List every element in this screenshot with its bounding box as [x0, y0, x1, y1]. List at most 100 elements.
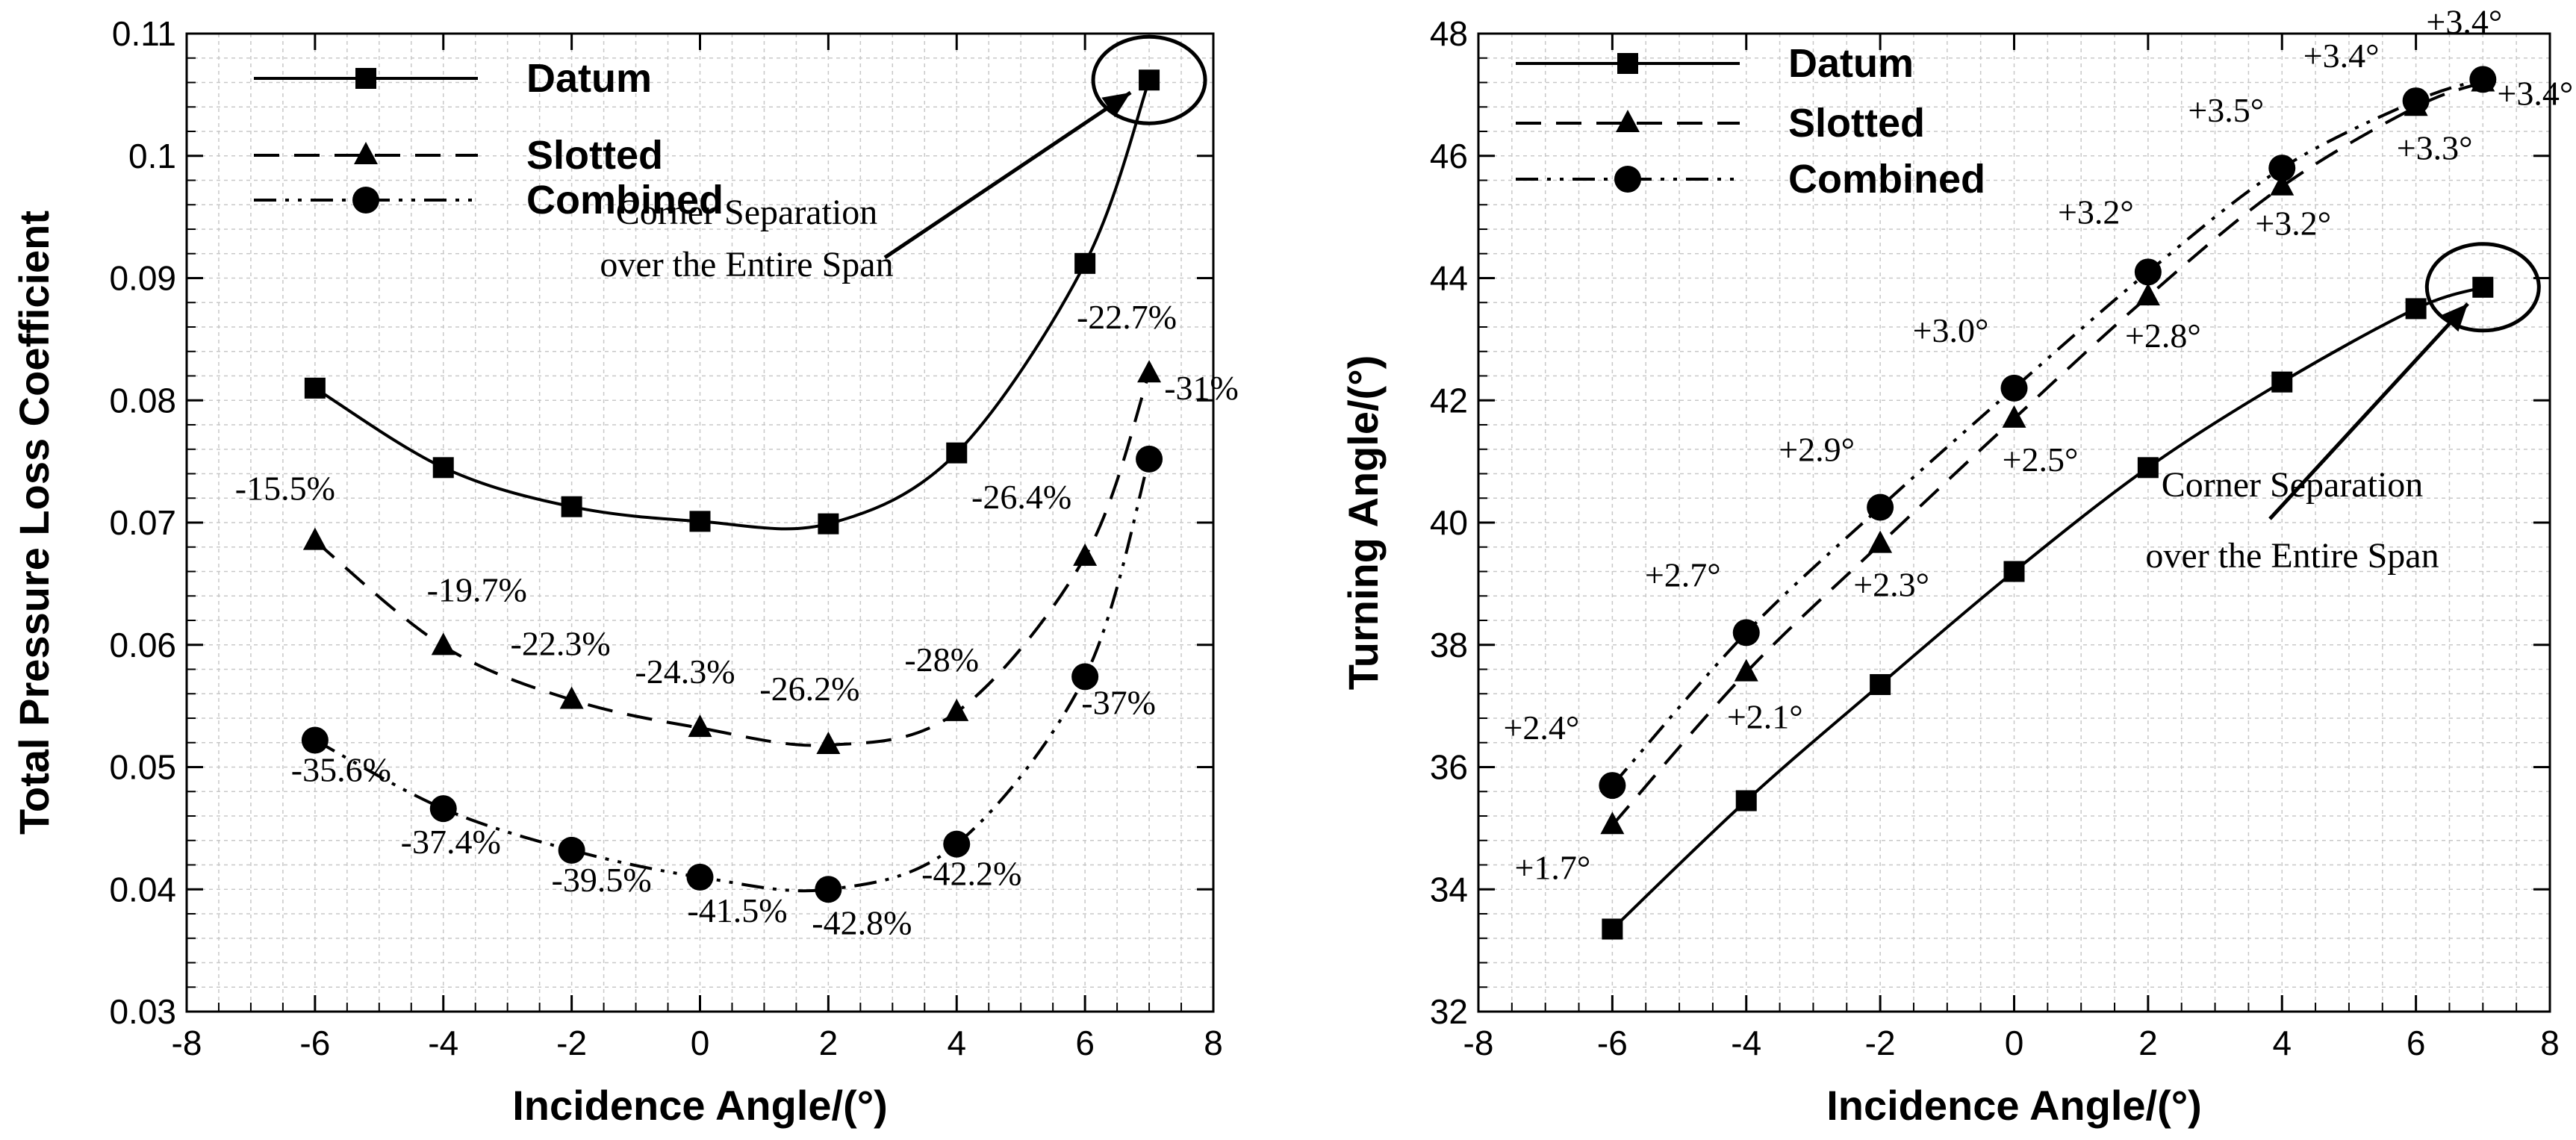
data-point-combined — [2268, 155, 2296, 182]
data-point-combined — [558, 836, 585, 864]
point-label: -37% — [1081, 683, 1156, 721]
series-datum — [304, 69, 1160, 535]
data-point-combined — [2134, 258, 2162, 286]
point-label: -41.5% — [687, 891, 787, 929]
x-tick-label: -4 — [428, 1024, 458, 1062]
point-label: -22.3% — [511, 624, 611, 662]
data-point-slotted — [2002, 405, 2026, 428]
data-point-datum — [2003, 561, 2025, 582]
point-label: +2.1° — [1727, 698, 1803, 736]
data-point-datum — [1602, 918, 1623, 940]
data-point-combined — [429, 795, 457, 823]
x-tick-label: 6 — [2407, 1024, 2426, 1062]
point-label: -42.2% — [921, 855, 1021, 893]
data-point-slotted — [945, 698, 969, 721]
series-combined — [1599, 66, 2497, 800]
y-tick-label: 0.04 — [109, 870, 176, 909]
data-point-slotted — [559, 686, 584, 709]
data-point-combined — [1071, 663, 1099, 691]
data-point-datum — [689, 511, 711, 532]
point-label: -31% — [1164, 369, 1239, 407]
annotation: Corner Separation over the Entire Span — [600, 34, 1207, 284]
x-tick-label: 4 — [947, 1024, 966, 1062]
data-point-datum — [561, 496, 582, 517]
legend-label-combined: Combined — [1788, 157, 1985, 202]
data-point-datum — [1870, 673, 1891, 695]
annotation-arrow-shaft — [2268, 302, 2469, 520]
point-label: -28% — [904, 641, 979, 679]
point-label: -37.4% — [401, 823, 501, 861]
legend-label-slotted: Slotted — [526, 133, 663, 178]
point-label: +3.2° — [2255, 205, 2331, 243]
y-tick-label: 40 — [1430, 503, 1468, 542]
x-tick-label: 6 — [1075, 1024, 1095, 1062]
point-label: +2.9° — [1779, 431, 1855, 469]
point-label: +1.7° — [1514, 848, 1590, 886]
y-tick-label: 38 — [1430, 626, 1468, 664]
x-tick-label: -2 — [1865, 1024, 1896, 1062]
point-label: -42.8% — [812, 903, 912, 941]
annotation-arrow-head — [2440, 303, 2468, 332]
point-label: +2.4° — [1503, 708, 1579, 747]
y-tick-label: 46 — [1430, 137, 1468, 175]
x-tick-label: 2 — [819, 1024, 839, 1062]
annotation-arrow-shaft — [883, 90, 1132, 260]
y-tick-label: 32 — [1430, 992, 1468, 1031]
annotation: Corner Separation over the Entire Span — [2145, 242, 2541, 576]
x-tick-label: 8 — [2540, 1024, 2560, 1062]
data-point-combined — [2000, 374, 2028, 402]
data-point-datum — [304, 377, 326, 399]
point-label: +3.4° — [2497, 75, 2573, 113]
data-point-datum — [1735, 790, 1757, 812]
y-tick-label: 44 — [1430, 259, 1468, 298]
legend-label-datum: Datum — [1788, 41, 1914, 86]
legend-marker-slotted — [1616, 110, 1640, 132]
legend-marker-combined — [1614, 166, 1641, 193]
y-tick-label: 34 — [1430, 870, 1468, 909]
series-line-combined — [314, 458, 1151, 893]
chart-panel-2: -8 -6 -4 -2 0 2 4 6 8323436384042444648Incidence… — [1340, 2, 2573, 1129]
point-label: +2.7° — [1645, 555, 1721, 594]
data-point-combined — [1732, 619, 1760, 647]
data-point-slotted — [302, 527, 327, 550]
point-label: +3.0° — [1913, 311, 1989, 349]
x-tick-label: 8 — [1204, 1024, 1223, 1062]
annotation-arrow-head — [1101, 92, 1131, 118]
data-point-datum — [2137, 457, 2159, 479]
point-label: +2.5° — [2003, 440, 2079, 479]
legend-marker-slotted — [354, 142, 378, 164]
annotation-text-line-2: over the Entire Span — [2145, 536, 2439, 576]
x-tick-label: -6 — [1597, 1024, 1628, 1062]
data-point-datum — [2271, 371, 2293, 393]
y-tick-label: 0.09 — [109, 259, 176, 298]
data-point-slotted — [1600, 812, 1625, 835]
legend-marker-datum — [355, 68, 376, 89]
y-tick-label: 0.1 — [128, 137, 176, 175]
data-point-combined — [1867, 493, 1894, 521]
y-axis-title: Turning Angle/(°) — [1340, 355, 1387, 691]
x-tick-label: -2 — [556, 1024, 587, 1062]
data-point-combined — [943, 830, 971, 858]
data-point-slotted — [688, 714, 712, 738]
y-tick-label: 0.08 — [109, 381, 176, 420]
data-point-slotted — [816, 732, 841, 755]
point-label: +2.8° — [2125, 317, 2201, 355]
x-tick-label: -8 — [1463, 1024, 1494, 1062]
data-point-combined — [686, 863, 714, 891]
y-tick-label: 42 — [1430, 381, 1468, 420]
y-tick-label: 0.11 — [112, 14, 176, 53]
data-point-slotted — [1868, 530, 1893, 553]
point-label: -35.6% — [291, 750, 391, 788]
point-label: +3.4° — [2303, 37, 2380, 75]
point-label: -24.3% — [635, 652, 735, 691]
legend-label-slotted: Slotted — [1788, 101, 1925, 146]
x-tick-label: 0 — [691, 1024, 710, 1062]
x-tick-label: 4 — [2272, 1024, 2292, 1062]
legend-marker-datum — [1617, 53, 1638, 74]
data-point-combined — [815, 876, 842, 903]
data-point-combined — [2469, 66, 2497, 93]
point-label: -15.5% — [235, 470, 335, 508]
data-point-datum — [2472, 276, 2494, 298]
point-label: -39.5% — [552, 861, 652, 899]
